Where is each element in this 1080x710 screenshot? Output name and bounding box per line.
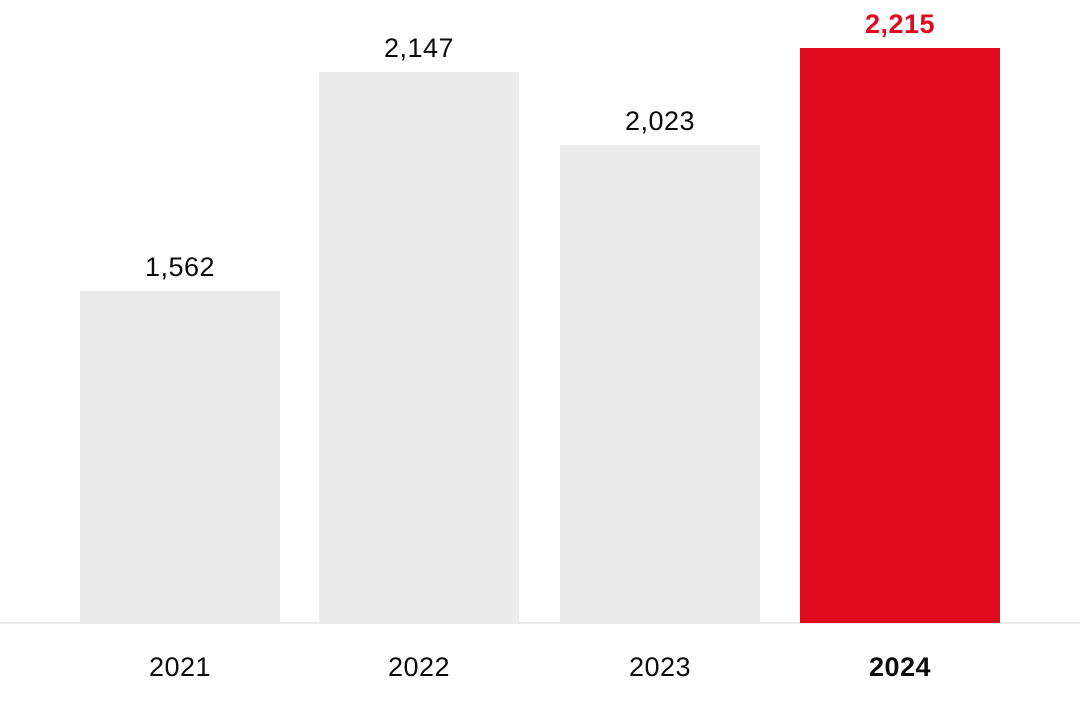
bar-value-label-2023: 2,023: [624, 106, 696, 136]
bar-2024: [800, 48, 1000, 623]
x-axis-label-2024: 2024: [868, 652, 932, 682]
bar-group-2022: 2,147: [319, 35, 519, 623]
bar-2021: [80, 291, 280, 623]
bar-2022: [319, 72, 519, 623]
bar-group-2023: 2,023: [560, 108, 760, 623]
bar-value-label-2022: 2,147: [383, 33, 455, 63]
x-axis-line: [0, 622, 1080, 624]
x-axis-label-2023: 2023: [628, 652, 692, 682]
x-axis-label-2021: 2021: [148, 652, 212, 682]
bar-group-2024: 2,215: [800, 11, 1000, 623]
bar-value-label-2024: 2,215: [864, 9, 936, 39]
bar-group-2021: 1,562: [80, 254, 280, 623]
bar-2023: [560, 145, 760, 623]
x-axis-label-2022: 2022: [387, 652, 451, 682]
bar-value-label-2021: 1,562: [144, 252, 216, 282]
